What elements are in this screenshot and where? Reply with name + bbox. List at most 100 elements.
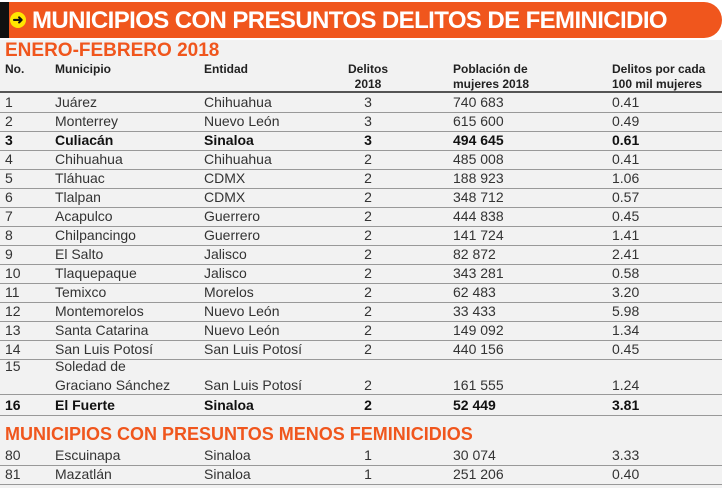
cell-poblacion: 33 433 (453, 303, 496, 319)
cell-municipio: Mazatlán (55, 466, 112, 482)
cell-municipio: Culiacán (55, 132, 114, 148)
cell-tasa: 0.40 (612, 466, 640, 482)
cell-no: 6 (5, 189, 13, 205)
cell-municipio: Monterrey (55, 113, 119, 129)
cell-no: 9 (5, 246, 13, 262)
cell-poblacion: 161 555 (453, 377, 504, 393)
cell-tasa: 3.81 (612, 397, 640, 413)
cell-delitos: 2 (364, 227, 372, 243)
cell-poblacion: 348 712 (453, 189, 504, 205)
table-row: 8 Chilpancingo Guerrero 2 141 724 1.41 (0, 226, 722, 246)
table-row: 11 Temixco Morelos 2 62 483 3.20 (0, 283, 722, 303)
cell-no: 11 (5, 284, 20, 300)
cell-no: 15 (5, 358, 21, 374)
table-row: 15 Soledad de Graciano Sánchez San Luis … (0, 357, 722, 395)
table-row: 13 Santa Catarina Nuevo León 2 149 092 1.34 (0, 321, 722, 341)
cell-entidad: Chihuahua (204, 151, 272, 167)
cell-poblacion: 440 156 (453, 341, 504, 357)
table-row: 6 Tlalpan CDMX 2 348 712 0.57 (0, 188, 722, 208)
cell-tasa: 2.41 (612, 246, 640, 262)
cell-entidad: San Luis Potosí (204, 341, 303, 357)
cell-poblacion: 251 206 (453, 466, 504, 482)
header-tasa-line1: Delitos por cada (612, 62, 706, 76)
cell-poblacion: 62 483 (453, 284, 496, 300)
cell-poblacion: 485 008 (453, 151, 504, 167)
cell-tasa: 3.33 (612, 447, 640, 463)
cell-tasa: 0.57 (612, 189, 640, 205)
header-entidad: Entidad (204, 62, 248, 76)
cell-delitos: 2 (364, 170, 372, 186)
cell-no: 3 (5, 132, 13, 148)
cell-no: 4 (5, 151, 13, 167)
cell-municipio: Montemorelos (55, 303, 144, 319)
cell-delitos: 2 (364, 377, 372, 393)
period-subtitle: ENERO-FEBRERO 2018 (5, 40, 220, 61)
cell-poblacion: 30 074 (453, 447, 496, 463)
cell-tasa: 1.24 (612, 377, 640, 393)
cell-tasa: 0.45 (612, 208, 640, 224)
cell-delitos: 2 (364, 208, 372, 224)
table-row: 2 Monterrey Nuevo León 3 615 600 0.49 (0, 112, 722, 132)
cell-no: 5 (5, 170, 13, 186)
table-row: 1 Juárez Chihuahua 3 740 683 0.41 (0, 93, 722, 113)
cell-municipio: Acapulco (55, 208, 113, 224)
table-row: 80 Escuinapa Sinaloa 1 30 074 3.33 (0, 446, 722, 466)
cell-municipio: Soledad de (55, 358, 126, 374)
cell-delitos: 3 (364, 132, 372, 148)
table-row: 81 Mazatlán Sinaloa 1 251 206 0.40 (0, 465, 722, 485)
cell-poblacion: 740 683 (453, 94, 504, 110)
cell-no: 12 (5, 303, 21, 319)
cell-entidad: Sinaloa (204, 132, 254, 148)
table-row: 3 Culiacán Sinaloa 3 494 645 0.61 (0, 131, 722, 151)
cell-tasa: 1.41 (612, 227, 640, 243)
cell-poblacion: 343 281 (453, 265, 504, 281)
header-delitos: Delitos 2018 (340, 62, 396, 92)
cell-no: 10 (5, 265, 21, 281)
table-row: 9 El Salto Jalisco 2 82 872 2.41 (0, 245, 722, 265)
header-poblacion-line2: mujeres 2018 (453, 77, 530, 91)
cell-municipio: Temixco (55, 284, 107, 300)
cell-municipio-line2: Graciano Sánchez (55, 377, 171, 393)
cell-delitos: 2 (364, 284, 372, 300)
cell-no: 81 (5, 466, 21, 482)
cell-tasa: 0.61 (612, 132, 640, 148)
cell-municipio: Escuinapa (55, 447, 121, 463)
table-row: 14 San Luis Potosí San Luis Potosí 2 440 156… (0, 340, 722, 360)
cell-entidad: Nuevo León (204, 113, 280, 129)
cell-poblacion: 444 838 (453, 208, 504, 224)
cell-municipio: El Fuerte (55, 397, 115, 413)
header-delitos-line2: 2018 (354, 77, 382, 91)
cell-delitos: 2 (364, 246, 372, 262)
cell-entidad: Sinaloa (204, 447, 251, 463)
cell-poblacion: 494 645 (453, 132, 504, 148)
cell-no: 16 (5, 397, 21, 413)
cell-delitos: 2 (364, 341, 372, 357)
cell-delitos: 2 (364, 151, 372, 167)
cell-entidad: Sinaloa (204, 466, 251, 482)
cell-tasa: 0.58 (612, 265, 640, 281)
cell-entidad: Nuevo León (204, 303, 280, 319)
cell-delitos: 3 (364, 94, 372, 110)
cell-poblacion: 52 449 (453, 397, 496, 413)
cell-no: 1 (5, 94, 13, 110)
cell-municipio: Tláhuac (55, 170, 105, 186)
table-row: 4 Chihuahua Chihuahua 2 485 008 0.41 (0, 150, 722, 170)
header-poblacion: Población de mujeres 2018 (453, 62, 529, 92)
banner-strip (0, 2, 9, 38)
cell-entidad: CDMX (204, 170, 246, 186)
cell-entidad: Jalisco (204, 265, 247, 281)
cell-tasa: 1.34 (612, 322, 640, 338)
arrow-right-icon: ➜ (10, 12, 26, 28)
cell-entidad: Guerrero (204, 208, 261, 224)
cell-delitos: 1 (364, 447, 372, 463)
header-tasa-line2: 100 mil mujeres (612, 77, 703, 91)
cell-poblacion: 188 923 (453, 170, 504, 186)
cell-delitos: 2 (364, 303, 372, 319)
header-delitos-line1: Delitos (347, 62, 388, 76)
cell-no: 2 (5, 113, 13, 129)
header-no: No. (5, 62, 25, 76)
cell-entidad: Morelos (204, 284, 254, 300)
cell-entidad: Chihuahua (204, 94, 272, 110)
cell-entidad: San Luis Potosí (204, 377, 303, 393)
